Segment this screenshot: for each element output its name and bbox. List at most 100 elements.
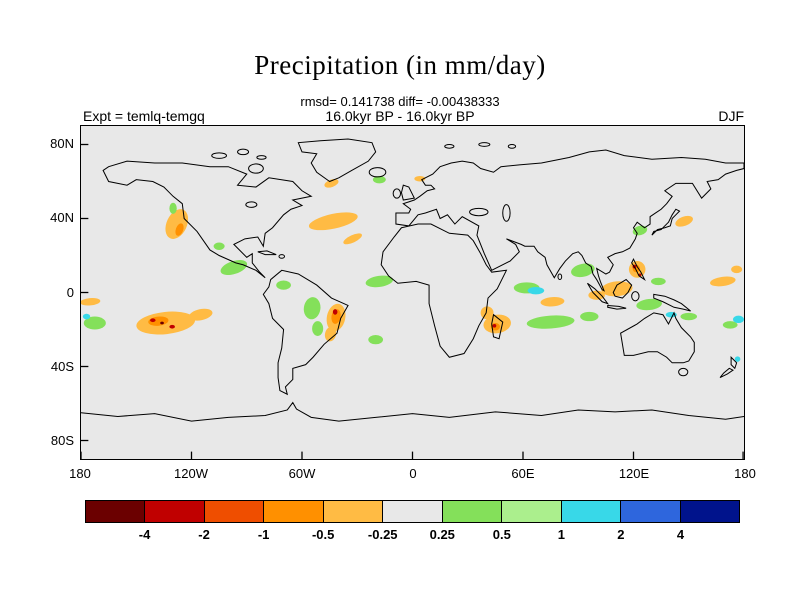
anomaly-patch bbox=[650, 277, 666, 286]
coastline-borneo bbox=[612, 278, 633, 299]
anomaly-patch bbox=[81, 297, 101, 306]
anomaly-patch bbox=[680, 312, 698, 321]
coastline-tasmania bbox=[678, 367, 689, 377]
coastline-black-sea bbox=[469, 207, 489, 217]
colorbar-segment bbox=[621, 501, 681, 522]
map-plot-area bbox=[80, 125, 745, 460]
colorbar-segment bbox=[264, 501, 324, 522]
anomaly-patch bbox=[188, 308, 213, 321]
y-axis-label-40s: 40S bbox=[50, 359, 74, 374]
anomaly-patch bbox=[169, 202, 177, 214]
x-axis-label-120w: 120W bbox=[174, 466, 208, 481]
anomaly-patch bbox=[82, 313, 91, 320]
coastline-arctic-island bbox=[256, 155, 267, 160]
anomaly-patch bbox=[540, 297, 565, 307]
anomaly-patch bbox=[734, 356, 741, 362]
coastline-eurasia bbox=[395, 149, 744, 292]
colorbar-segment bbox=[680, 501, 739, 522]
x-axis-label-120e: 120E bbox=[618, 466, 650, 481]
anomaly-patch bbox=[160, 321, 164, 325]
anomaly-patch bbox=[308, 212, 358, 231]
anomaly-patch bbox=[343, 233, 362, 245]
colorbar-segment bbox=[323, 501, 384, 522]
anomaly-patch bbox=[722, 321, 738, 329]
colorbar-segments bbox=[85, 500, 740, 523]
anomaly-patch bbox=[527, 286, 545, 295]
period-line: 16.0kyr BP - 16.0kyr BP bbox=[325, 108, 475, 124]
coastline-japan bbox=[651, 208, 681, 236]
coastline-new-zealand-north bbox=[730, 356, 738, 370]
axis-ticks bbox=[81, 143, 744, 459]
colorbar-segment bbox=[145, 501, 205, 522]
anomaly-patch bbox=[324, 326, 337, 342]
colorbar-labels: -4 -2 -1 -0.5 -0.25 0.25 0.5 1 2 4 bbox=[85, 527, 740, 543]
anomaly-patch bbox=[220, 260, 248, 276]
coastline-caspian-sea bbox=[502, 204, 511, 222]
coastline-new-zealand-south bbox=[719, 367, 734, 379]
anomaly-patch bbox=[731, 265, 743, 274]
anomaly-patch bbox=[414, 175, 426, 182]
coastline-iceland bbox=[368, 167, 387, 178]
anomaly-patch bbox=[580, 311, 599, 322]
y-axis-label-80n: 80N bbox=[50, 136, 74, 151]
coastline-australia bbox=[620, 311, 695, 364]
colorbar-segment bbox=[204, 501, 265, 522]
coastline-greenland bbox=[297, 138, 377, 183]
anomaly-patch bbox=[303, 297, 321, 320]
coastline-arctic-island bbox=[237, 148, 250, 156]
coastlines bbox=[81, 138, 744, 422]
colorbar-tick-label: 4 bbox=[676, 527, 685, 542]
coastline-arctic-island bbox=[211, 152, 227, 159]
x-axis-label-180e: 180 bbox=[734, 466, 756, 481]
coastline-south-america bbox=[262, 269, 349, 396]
coastline-britain bbox=[400, 184, 416, 201]
anomaly-patch bbox=[324, 179, 339, 188]
experiment-label: Expt = temlq-temgq bbox=[83, 108, 205, 124]
y-axis-label-40n: 40N bbox=[50, 210, 74, 225]
coastline-great-lakes bbox=[245, 201, 258, 208]
colorbar-segment bbox=[86, 501, 146, 522]
coastline-baffin-island bbox=[248, 163, 264, 174]
anomaly-patch bbox=[675, 215, 693, 227]
coastline-ireland bbox=[392, 188, 402, 199]
colorbar-tick-label: -0.5 bbox=[311, 527, 335, 542]
x-axis-label-180w: 180 bbox=[69, 466, 91, 481]
coastline-java bbox=[607, 304, 627, 310]
coastline-sri-lanka bbox=[557, 273, 563, 281]
positive-anomalies bbox=[82, 175, 744, 362]
coastline-sumatra bbox=[587, 282, 610, 305]
anomaly-patch bbox=[332, 309, 338, 315]
coastline-cuba bbox=[257, 250, 277, 256]
coastline-arctic-island bbox=[507, 143, 517, 149]
coastline-svalbard bbox=[444, 143, 455, 149]
coastline-africa bbox=[380, 223, 508, 358]
anomaly-patch bbox=[601, 281, 633, 297]
anomaly-patch bbox=[213, 242, 225, 250]
anomaly-patch bbox=[165, 209, 189, 239]
anomaly-patch bbox=[169, 324, 175, 329]
anomaly-patch bbox=[150, 318, 156, 323]
anomaly-patch bbox=[732, 315, 744, 324]
colorbar-segment bbox=[442, 501, 503, 522]
anomaly-patch bbox=[571, 263, 595, 278]
world-map bbox=[81, 138, 744, 459]
coastline-north-america bbox=[102, 160, 313, 279]
x-axis-label-60w: 60W bbox=[288, 466, 316, 481]
coastline-hispaniola bbox=[278, 254, 286, 259]
anomaly-patch bbox=[276, 280, 291, 290]
coastline-arctic-island bbox=[478, 142, 491, 147]
colorbar-tick-label: -1 bbox=[257, 527, 270, 542]
negative-anomalies bbox=[81, 175, 743, 342]
x-axis-label-60e: 60E bbox=[511, 466, 535, 481]
coastline-sulawesi bbox=[631, 291, 640, 302]
anomaly-patch bbox=[83, 316, 106, 330]
stats-line: rmsd= 0.141738 diff= -0.00438333 bbox=[300, 94, 500, 109]
anomaly-patch bbox=[588, 290, 605, 300]
colorbar-segment bbox=[502, 501, 562, 522]
anomaly-patch bbox=[365, 275, 394, 288]
coastline-philippines bbox=[631, 258, 646, 282]
anomaly-patch bbox=[175, 223, 184, 236]
colorbar-tick-label: -4 bbox=[138, 527, 151, 542]
anomaly-patch bbox=[526, 315, 575, 329]
